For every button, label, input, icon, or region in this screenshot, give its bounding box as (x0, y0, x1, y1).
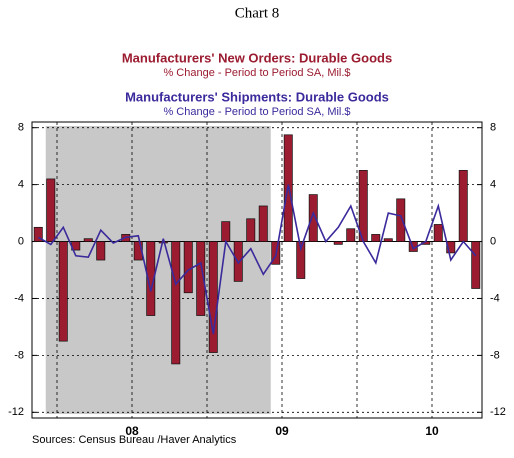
y2-tick-label: 0 (490, 235, 496, 247)
line (37, 184, 477, 335)
y2-tick-label: -12 (490, 406, 506, 418)
bar (33, 226, 43, 242)
bar (221, 221, 231, 242)
bar (296, 241, 306, 279)
bar (83, 238, 93, 242)
y-tick-label: 0 (18, 235, 24, 247)
series-note: % Change - Period to Period SA, Mil.$ (163, 106, 350, 118)
bar (208, 241, 218, 353)
bar (308, 194, 318, 242)
x-tick-label: 10 (425, 424, 439, 438)
y2-tick-label: 8 (490, 122, 496, 134)
bar (333, 241, 343, 245)
source: Sources: Census Bureau /Haver Analytics (32, 434, 237, 446)
y-tick-label: -8 (14, 349, 24, 361)
bar (433, 224, 443, 242)
bar (371, 234, 381, 242)
bar (58, 241, 68, 342)
y-tick-label: -12 (8, 406, 24, 418)
bar (346, 228, 356, 242)
x-tick-label: 09 (275, 424, 289, 438)
y2-tick-label: -4 (490, 292, 500, 304)
bar (383, 238, 393, 242)
y-tick-label: 8 (18, 122, 24, 134)
x-tick-label: 08 (125, 424, 139, 438)
y-tick-label: -4 (14, 292, 24, 304)
bar (471, 241, 481, 289)
y2-tick-label: 4 (490, 179, 496, 191)
series-note: % Change - Period to Period SA, Mil.$ (163, 67, 350, 79)
chart-title: Chart 8 (235, 5, 280, 21)
bar (171, 241, 181, 365)
series-title: Manufacturers' New Orders: Durable Goods (122, 50, 392, 65)
bar (258, 205, 268, 242)
bar (46, 178, 56, 242)
y-tick-label: 4 (18, 179, 24, 191)
bar (183, 241, 193, 294)
bar (246, 218, 256, 242)
bar (196, 241, 206, 316)
bar (446, 241, 456, 254)
bar (396, 198, 406, 242)
bar (146, 241, 156, 316)
series-title: Manufacturers' Shipments: Durable Goods (125, 89, 389, 104)
bar (458, 170, 468, 242)
y2-tick-label: -8 (490, 349, 500, 361)
recession-shade (45, 126, 271, 414)
bar (96, 241, 106, 261)
plot-frame (31, 121, 483, 419)
